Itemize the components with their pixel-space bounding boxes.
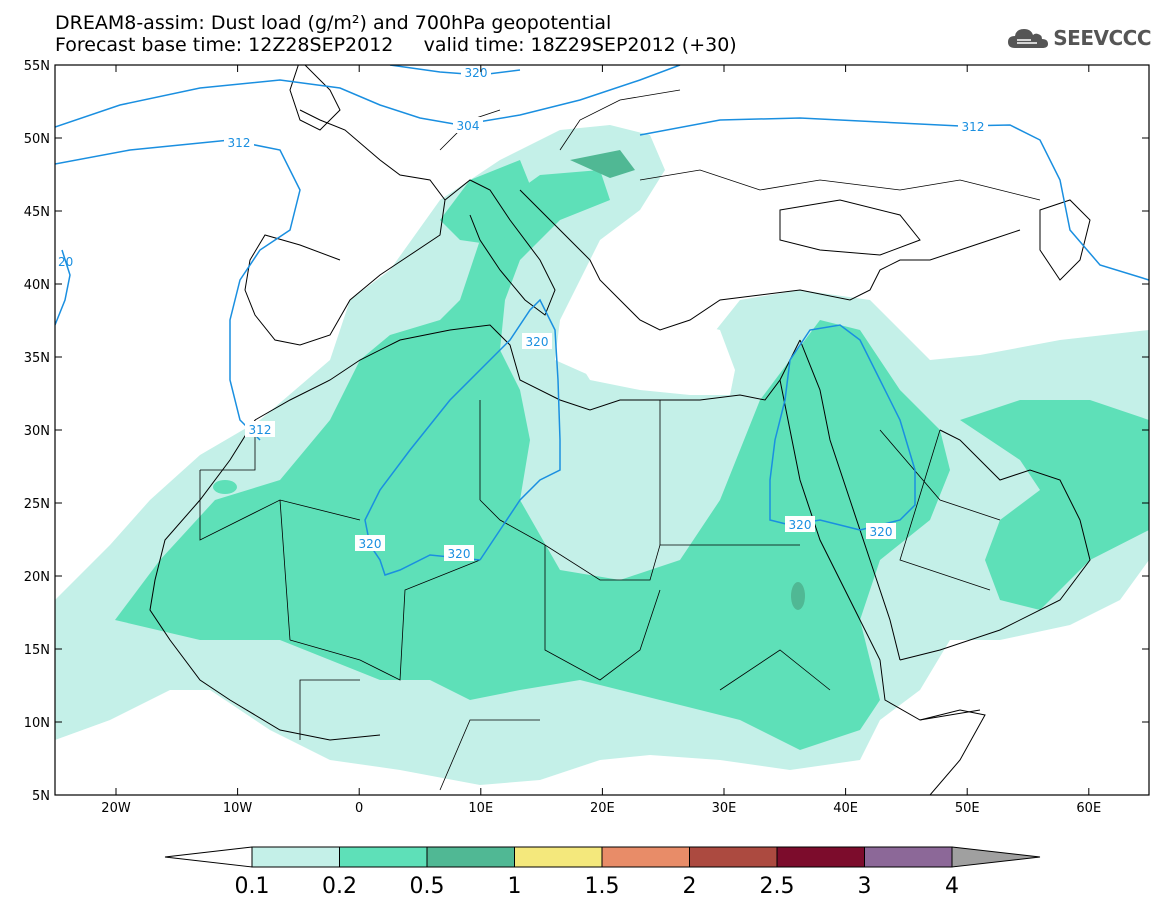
contour-label-320-d: 320	[789, 518, 812, 532]
logo-text: SEEVCCC	[1053, 26, 1151, 50]
lon-label-20w: 20W	[101, 801, 131, 816]
valid-time: valid time: 18Z29SEP2012 (+30)	[423, 34, 737, 56]
lon-label-10e: 10E	[468, 801, 493, 816]
colorbar-label-4: 4	[945, 874, 959, 899]
colorbar-label-1: 1	[508, 874, 522, 899]
map-title: DREAM8-assim: Dust load (g/m²) and 700hP…	[55, 12, 612, 34]
contour-label-20: 20	[58, 255, 73, 269]
lat-label-30n: 30N	[24, 424, 50, 439]
map-header: DREAM8-assim: Dust load (g/m²) and 700hP…	[55, 12, 737, 56]
colorbar-swatch-3	[426, 846, 515, 868]
lon-label-30e: 30E	[712, 801, 737, 816]
contour-label-320-b: 320	[359, 537, 382, 551]
latitude-axis: 55N 50N 45N 40N 35N 30N 25N 20N 15N 10N 5N	[24, 59, 1149, 804]
lat-label-20n: 20N	[24, 570, 50, 585]
lon-label-50e: 50E	[955, 801, 980, 816]
dust-mid-area	[115, 160, 1149, 750]
colorbar-label-3: 3	[858, 874, 872, 899]
coastlines	[149, 65, 1091, 795]
colorbar-swatch-5	[601, 846, 690, 868]
lat-label-15n: 15N	[24, 643, 50, 658]
lon-label-0: 0	[355, 801, 363, 816]
colorbar-swatch-1	[251, 846, 340, 868]
contour-label-304: 304	[457, 119, 480, 133]
lon-label-40e: 40E	[833, 801, 858, 816]
colorbar-low-arrow	[164, 846, 253, 868]
contour-label-320-a: 320	[526, 335, 549, 349]
map-subtitle: Forecast base time: 12Z28SEP2012 valid t…	[55, 34, 737, 56]
dust-high-spot	[791, 582, 805, 610]
colorbar-label-0_5: 0.5	[410, 874, 445, 899]
lon-label-20e: 20E	[590, 801, 615, 816]
lat-label-10n: 10N	[24, 716, 50, 731]
cloud-icon	[1008, 29, 1049, 48]
lat-label-5n: 5N	[32, 789, 50, 804]
colorbar-swatch-7	[776, 846, 865, 868]
lat-label-45n: 45N	[24, 205, 50, 220]
dust-high-alps	[570, 150, 635, 178]
lat-label-50n: 50N	[24, 132, 50, 147]
colorbar-label-2: 2	[683, 874, 697, 899]
lat-label-25n: 25N	[24, 497, 50, 512]
lat-label-35n: 35N	[24, 351, 50, 366]
colorbar-label-0_2: 0.2	[322, 874, 357, 899]
lon-label-10w: 10W	[223, 801, 253, 816]
contour-label-312-c: 312	[249, 423, 272, 437]
map-body	[55, 65, 1149, 795]
colorbar-label-2_5: 2.5	[760, 874, 795, 899]
colorbar-label-0_1: 0.1	[235, 874, 270, 899]
contour-label-320-f: 320	[465, 66, 488, 80]
colorbar-swatch-6	[689, 846, 778, 868]
longitude-axis: 20W 10W 0 10E 20E 30E 40E 50E 60E	[101, 65, 1101, 816]
contour-label-312-b: 312	[962, 120, 985, 134]
country-borders	[199, 89, 1041, 791]
contour-label-320-e: 320	[870, 525, 893, 539]
colorbar-high-arrow	[951, 846, 1041, 868]
seevccc-logo: SEEVCCC	[1007, 26, 1151, 50]
colorbar-swatch-4	[514, 846, 603, 868]
contour-label-312-a: 312	[228, 136, 251, 150]
contour-label-320-c: 320	[448, 547, 471, 561]
colorbar-swatch-2	[339, 846, 428, 868]
lat-label-40n: 40N	[24, 278, 50, 293]
lon-label-60e: 60E	[1076, 801, 1101, 816]
geopotential-contours	[55, 65, 1149, 576]
dust-mid-spot	[213, 480, 237, 494]
colorbar-label-1_5: 1.5	[585, 874, 620, 899]
colorbar: 0.1 0.2 0.5 1 1.5 2 2.5 3 4	[164, 846, 1041, 899]
contour-labels: 304 312 312 320 320 320 320 320 320 312 …	[58, 66, 988, 561]
colorbar-swatch-8	[864, 846, 953, 868]
base-time: Forecast base time: 12Z28SEP2012	[55, 34, 394, 56]
lat-label-55n: 55N	[24, 59, 50, 74]
